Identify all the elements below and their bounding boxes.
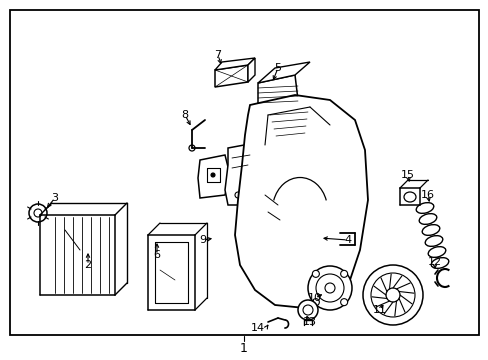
Polygon shape	[224, 143, 260, 205]
Ellipse shape	[425, 236, 442, 246]
Circle shape	[303, 305, 312, 315]
Text: 13: 13	[303, 317, 316, 327]
Circle shape	[297, 300, 317, 320]
Polygon shape	[198, 155, 229, 198]
Text: 9: 9	[199, 235, 206, 245]
Text: 7: 7	[214, 50, 221, 60]
Circle shape	[34, 209, 42, 217]
Text: 10: 10	[307, 293, 321, 303]
Polygon shape	[258, 62, 309, 83]
Ellipse shape	[427, 247, 445, 257]
Polygon shape	[235, 95, 367, 308]
Text: 3: 3	[51, 193, 59, 203]
Circle shape	[340, 299, 347, 306]
Text: 1: 1	[240, 342, 247, 355]
Text: 11: 11	[372, 305, 386, 315]
Circle shape	[340, 270, 347, 277]
Polygon shape	[247, 58, 254, 82]
Circle shape	[370, 273, 414, 317]
Text: 4: 4	[344, 235, 351, 245]
Circle shape	[325, 283, 334, 293]
Text: 16: 16	[420, 190, 434, 200]
Text: 5: 5	[274, 63, 281, 73]
Circle shape	[315, 274, 343, 302]
Text: 8: 8	[181, 110, 188, 120]
Polygon shape	[215, 65, 247, 87]
Circle shape	[312, 299, 319, 306]
Text: 14: 14	[250, 323, 264, 333]
Circle shape	[307, 266, 351, 310]
Ellipse shape	[415, 203, 433, 213]
Text: 6: 6	[153, 250, 160, 260]
Ellipse shape	[421, 225, 439, 235]
Circle shape	[189, 145, 195, 151]
Circle shape	[385, 288, 399, 302]
Ellipse shape	[418, 213, 436, 224]
Circle shape	[29, 204, 47, 222]
Circle shape	[312, 270, 319, 277]
Circle shape	[235, 192, 241, 198]
Ellipse shape	[403, 192, 415, 202]
Polygon shape	[258, 75, 297, 108]
Polygon shape	[215, 58, 254, 70]
Ellipse shape	[430, 258, 448, 268]
Circle shape	[210, 173, 215, 177]
Text: 12: 12	[427, 257, 441, 267]
Text: 15: 15	[400, 170, 414, 180]
Text: 2: 2	[84, 260, 91, 270]
Circle shape	[362, 265, 422, 325]
